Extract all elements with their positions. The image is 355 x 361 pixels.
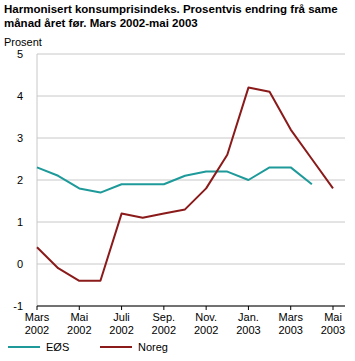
y-label: Prosent — [4, 36, 42, 48]
x-tick-label-line: 2002 — [67, 324, 91, 336]
x-tick-label-line: Mars — [278, 311, 303, 323]
x-tick-label-line: Mai — [324, 311, 342, 323]
x-tick-label: Mai2003 — [321, 311, 345, 336]
x-tick-label-line: 2002 — [152, 324, 176, 336]
x-tick — [290, 306, 291, 310]
grid-line — [37, 96, 345, 97]
x-tick — [248, 306, 249, 310]
x-tick-label: Mars2002 — [25, 311, 50, 336]
plot-area — [37, 88, 333, 281]
series-line — [37, 88, 333, 281]
x-tick-label-line: 2003 — [278, 324, 302, 336]
x-tick — [121, 306, 122, 310]
x-tick-label-line: Jan. — [238, 311, 259, 323]
x-axis — [37, 306, 345, 307]
legend-swatch — [8, 346, 40, 348]
y-tick-label: 5 — [17, 48, 23, 60]
grid-line — [37, 180, 345, 181]
x-tick — [163, 306, 164, 310]
x-tick — [333, 306, 334, 310]
grid-line — [37, 54, 345, 55]
x-tick — [37, 306, 38, 310]
x-tick-label-line: 2003 — [321, 324, 345, 336]
x-tick-label: Mars2003 — [278, 311, 303, 336]
chart: Prosent-1012345Mars2002Mai2002Juli2002Se… — [0, 0, 355, 361]
x-tick-label: Jan.2003 — [236, 311, 260, 336]
grid-line — [37, 138, 345, 139]
y-tick-label: -1 — [13, 300, 23, 312]
x-tick-label: Sep.2002 — [152, 311, 176, 336]
legend-label: EØS — [46, 341, 69, 353]
x-tick-label-line: Sep. — [153, 311, 176, 323]
y-tick-label: 3 — [17, 132, 23, 144]
y-tick-label: 4 — [17, 90, 23, 102]
x-tick-label-line: Mai — [70, 311, 88, 323]
x-tick-label-line: 2003 — [236, 324, 260, 336]
x-tick-label: Mai2002 — [67, 311, 91, 336]
x-tick-label: Nov.2002 — [194, 311, 218, 336]
grid-line — [37, 306, 345, 307]
x-tick-label-line: Mars — [25, 311, 50, 323]
grid-line — [37, 222, 345, 223]
y-tick-label: 1 — [17, 216, 23, 228]
x-tick-label-line: 2002 — [25, 324, 49, 336]
x-tick-label-line: Juli — [113, 311, 130, 323]
x-tick — [206, 306, 207, 310]
legend-label: Noreg — [138, 341, 168, 353]
y-axis — [37, 54, 38, 306]
x-tick — [79, 306, 80, 310]
y-tick-label: 2 — [17, 174, 23, 186]
x-tick-label-line: 2002 — [194, 324, 218, 336]
x-tick-label-line: 2002 — [109, 324, 133, 336]
series-line — [37, 167, 312, 192]
title: Harmonisert konsumprisindeks. Prosentvis… — [4, 2, 354, 30]
x-tick-label-line: Nov. — [195, 311, 217, 323]
x-tick-label: Juli2002 — [109, 311, 133, 336]
legend-swatch — [100, 346, 132, 348]
y-tick-label: 0 — [17, 258, 23, 270]
grid-line — [37, 264, 345, 265]
